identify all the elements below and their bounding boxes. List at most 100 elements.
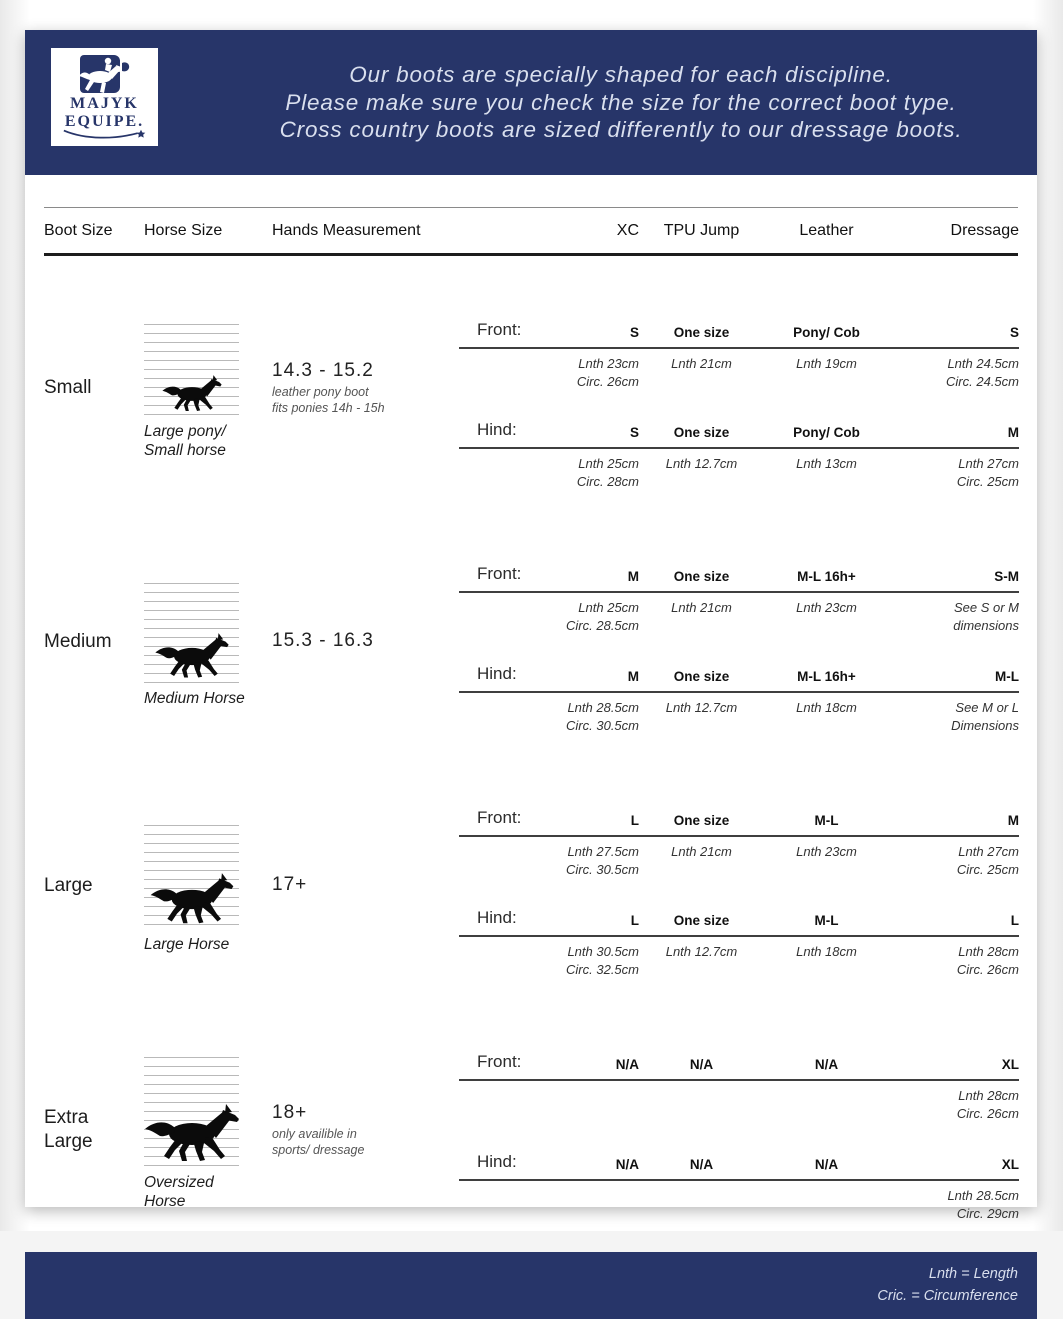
front-label: Front:	[477, 320, 522, 339]
tpu-size: One size	[673, 325, 730, 340]
tpu-dims: Lnth 21cm	[671, 600, 732, 615]
col-boot-size: Boot Size	[44, 222, 113, 239]
horse-icon	[154, 633, 229, 678]
header-rule	[44, 253, 1018, 256]
horse-icon	[150, 873, 233, 924]
front-row: Front: S One size Pony/ Cob S Lnth 23cm …	[459, 320, 1019, 393]
xc-size: N/A	[615, 1057, 639, 1072]
xc-size: S	[629, 425, 639, 440]
brand-logo: MAJYK EQUIPE.	[51, 48, 158, 146]
dressage-dims: Lnth 24.5cm Circ. 24.5cm	[946, 356, 1019, 390]
front-label: Front:	[477, 808, 522, 827]
dressage-size: S	[1009, 325, 1019, 340]
boot-size-label: Extra Large	[44, 1107, 93, 1152]
hands-value: 15.3 - 16.3	[272, 630, 374, 651]
hind-label: Hind:	[477, 1152, 517, 1171]
xc-size: N/A	[615, 1157, 639, 1172]
leather-size: M-L	[814, 913, 839, 928]
leather-dims	[764, 1087, 889, 1125]
dressage-size: XL	[1001, 1157, 1019, 1172]
leather-size: M-L 16h+	[797, 669, 856, 684]
legend-text: Lnth = Length Cric. = Circumference	[877, 1265, 1018, 1304]
dressage-size: XL	[1001, 1057, 1019, 1072]
front-label: Front:	[477, 564, 522, 583]
hands-note: only availible in sports/ dressage	[272, 1126, 365, 1157]
tpu-size: N/A	[689, 1057, 714, 1072]
xc-size: M	[627, 669, 639, 684]
tagline-line3: Cross country boots are sized differentl…	[279, 117, 963, 143]
leather-dims: Lnth 18cm	[796, 700, 857, 715]
xc-dims	[544, 1087, 639, 1125]
xc-size: L	[630, 913, 639, 928]
leather-size: N/A	[814, 1057, 839, 1072]
horse-size-label: Oversized Horse	[144, 1173, 214, 1210]
hind-label: Hind:	[477, 420, 517, 439]
hind-row: Hind: M One size M-L 16h+ M-L Lnth 28.5c…	[459, 664, 1019, 737]
dressage-dims: Lnth 28cm Circ. 26cm	[956, 944, 1019, 978]
size-section-extra-large: Extra Large Oversized Horse 18+ only ava…	[44, 1008, 1019, 1252]
hind-row: Hind: S One size Pony/ Cob M Lnth 25cm C…	[459, 420, 1019, 493]
dressage-dims: Lnth 28.5cm Circ. 29cm	[947, 1188, 1019, 1222]
dressage-dims: Lnth 28cm Circ. 26cm	[956, 1088, 1019, 1122]
xc-dims: Lnth 27.5cm Circ. 30.5cm	[566, 844, 639, 878]
boot-size-label: Large	[44, 875, 93, 897]
dressage-size: M	[1007, 813, 1019, 828]
logo-text-line1: MAJYK	[70, 95, 139, 112]
horse-size-label: Medium Horse	[144, 690, 245, 708]
hands-scale	[144, 817, 239, 930]
tpu-size: One size	[673, 669, 730, 684]
dressage-size: S-M	[994, 569, 1019, 584]
tpu-dims	[639, 1187, 764, 1225]
tpu-dims	[639, 1087, 764, 1125]
hands-note: leather pony boot fits ponies 14h - 15h	[272, 384, 385, 415]
col-tpu-jump: TPU Jump	[663, 222, 740, 239]
size-chart-card: MAJYK EQUIPE. Our boots are specially sh…	[25, 30, 1037, 1319]
tpu-size: One size	[673, 913, 730, 928]
size-table: Boot Size Horse Size Hands Measurement X…	[25, 175, 1037, 1252]
tpu-dims: Lnth 21cm	[671, 844, 732, 859]
row-rule	[459, 447, 1019, 449]
horse-rider-logo-icon	[78, 55, 129, 93]
column-header-row: Boot Size Horse Size Hands Measurement X…	[44, 208, 1019, 253]
xc-dims: Lnth 30.5cm Circ. 32.5cm	[566, 944, 639, 978]
dressage-size: M	[1007, 425, 1019, 440]
dressage-dims: See M or L Dimensions	[951, 700, 1019, 734]
row-rule	[459, 691, 1019, 693]
hands-value: 14.3 - 15.2	[272, 359, 374, 381]
leather-dims: Lnth 19cm	[796, 356, 857, 371]
tpu-dims: Lnth 12.7cm	[665, 944, 738, 959]
tpu-size: One size	[673, 813, 730, 828]
dressage-dims: Lnth 27cm Circ. 25cm	[956, 844, 1019, 878]
tpu-size: N/A	[689, 1157, 714, 1172]
horse-icon	[161, 374, 222, 411]
horse-size-label: Large Horse	[144, 936, 230, 954]
front-row: Front: M One size M-L 16h+ S-M Lnth 25cm…	[459, 564, 1019, 637]
row-rule	[459, 347, 1019, 349]
header-tagline: Our boots are specially shaped for each …	[25, 61, 1037, 143]
horse-size-label: Large pony/ Small horse	[144, 422, 226, 459]
size-section-large: Large Large Horse 17+ Front: L One size …	[44, 764, 1019, 1008]
logo-swoosh-icon	[63, 129, 145, 139]
front-label: Front:	[477, 1052, 522, 1071]
col-xc: XC	[616, 222, 639, 239]
hands-value: 18+	[272, 1101, 308, 1123]
header-banner: MAJYK EQUIPE. Our boots are specially sh…	[25, 30, 1037, 175]
front-row: Front: N/A N/A N/A XL Lnth 28cm Circ. 26…	[459, 1052, 1019, 1125]
leather-dims: Lnth 23cm	[796, 844, 857, 859]
leather-dims: Lnth 23cm	[796, 600, 857, 615]
tpu-size: One size	[673, 425, 730, 440]
leather-dims	[764, 1187, 889, 1225]
tagline-line1: Our boots are specially shaped for each …	[349, 62, 893, 88]
row-rule	[459, 1079, 1019, 1081]
xc-dims: Lnth 23cm Circ. 26cm	[576, 356, 639, 390]
leather-size: N/A	[814, 1157, 839, 1172]
hands-value: 17+	[272, 874, 308, 895]
xc-size: S	[629, 325, 639, 340]
xc-dims: Lnth 25cm Circ. 28.5cm	[566, 600, 639, 634]
tpu-dims: Lnth 21cm	[671, 356, 732, 371]
col-horse-size: Horse Size	[144, 222, 223, 239]
hands-scale	[144, 315, 239, 416]
dressage-size: L	[1010, 913, 1019, 928]
logo-text-line2: EQUIPE.	[64, 112, 145, 130]
hind-row: Hind: N/A N/A N/A XL Lnth 28.5cm Circ. 2…	[459, 1152, 1019, 1225]
